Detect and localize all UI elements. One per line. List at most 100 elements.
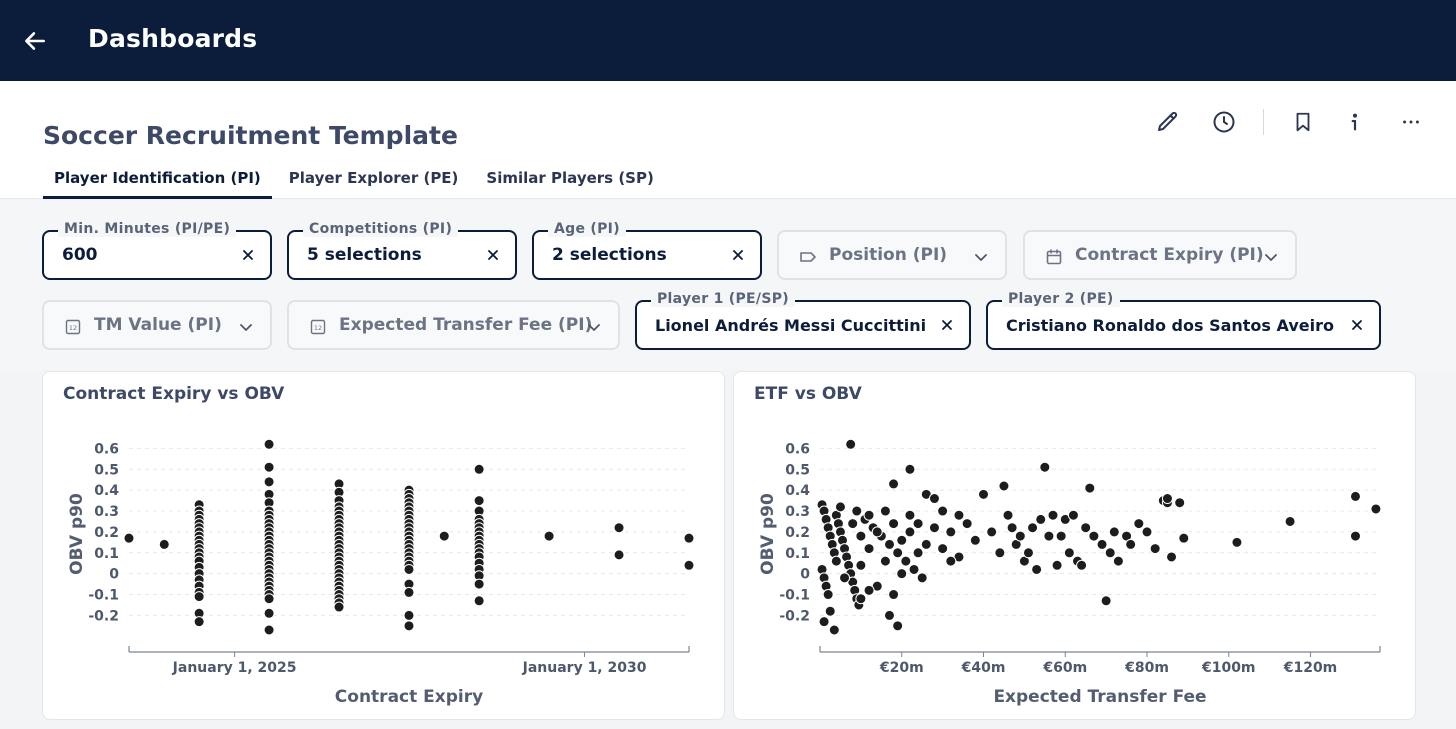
scatter-point[interactable] [888,478,900,490]
scatter-point[interactable] [1063,547,1075,559]
scatter-point[interactable] [1076,559,1088,571]
scatter-point[interactable] [1084,482,1096,494]
scatter-point[interactable] [1088,530,1100,542]
scatter-point[interactable] [403,563,415,575]
scatter-point[interactable] [473,495,485,507]
scatter-point[interactable] [1141,526,1153,538]
scatter-point[interactable] [883,538,895,550]
info-button[interactable] [1338,105,1372,139]
more-button[interactable] [1394,105,1428,139]
scatter-point[interactable] [193,616,205,628]
scatter-point[interactable] [969,534,981,546]
scatter-point[interactable] [1035,513,1047,525]
scatter-point[interactable] [904,463,916,475]
scatter-point[interactable] [879,505,891,517]
scatter-point[interactable] [263,593,275,605]
scatter-point[interactable] [403,609,415,621]
scatter-point[interactable] [1370,503,1382,515]
scatter-point[interactable] [1080,522,1092,534]
scatter-point[interactable] [822,589,834,601]
scatter-point[interactable] [1067,509,1079,521]
scatter-point[interactable] [855,530,867,542]
scatter-point[interactable] [1231,536,1243,548]
scatter-point[interactable] [613,522,625,534]
scatter-point[interactable] [1178,532,1190,544]
close-icon[interactable] [730,247,746,263]
close-icon[interactable] [1349,317,1365,333]
back-button[interactable] [20,26,50,56]
scatter-point[interactable] [834,501,846,513]
scatter-point[interactable] [1125,538,1137,550]
scatter-point[interactable] [263,607,275,619]
scatter-point[interactable] [683,532,695,544]
scatter-point[interactable] [543,530,555,542]
scatter-point[interactable] [937,505,949,517]
scatter-point[interactable] [613,549,625,561]
scatter-point[interactable] [888,589,900,601]
filter-expected-transfer-fee[interactable]: 12 Expected Transfer Fee (PI) [287,300,620,350]
scatter-point[interactable] [263,476,275,488]
scatter-point[interactable] [1349,490,1361,502]
scatter-point[interactable] [1174,497,1186,509]
scatter-point[interactable] [473,578,485,590]
scatter-point[interactable] [978,488,990,500]
scatter-point[interactable] [683,559,695,571]
scatter-point[interactable] [1104,547,1116,559]
scatter-point[interactable] [1047,509,1059,521]
scatter-point[interactable] [1100,595,1112,607]
scatter-point[interactable] [937,543,949,555]
scatter-point[interactable] [839,572,851,584]
scatter-point[interactable] [1161,493,1173,505]
filter-position[interactable]: Position (PI) [777,230,1007,280]
scatter-point[interactable] [851,505,863,517]
scatter-point[interactable] [438,530,450,542]
scatter-point[interactable] [828,624,840,636]
scatter-point[interactable] [1055,530,1067,542]
scatter-point[interactable] [1031,563,1043,575]
scatter-point[interactable] [1051,559,1063,571]
scatter-point[interactable] [403,586,415,598]
tab-similar-players[interactable]: Similar Players (SP) [486,169,654,187]
scatter-point[interactable] [998,480,1010,492]
scatter-point[interactable] [1039,461,1051,473]
scatter-point[interactable] [1149,543,1161,555]
history-button[interactable] [1207,105,1241,139]
scatter-point[interactable] [1014,530,1026,542]
scatter-point[interactable] [1027,522,1039,534]
scatter-point[interactable] [123,532,135,544]
close-icon[interactable] [485,247,501,263]
scatter-point[interactable] [883,609,895,621]
close-icon[interactable] [240,247,256,263]
scatter-point[interactable] [855,559,867,571]
scatter-point[interactable] [912,547,924,559]
filter-competitions[interactable]: Competitions (PI) 5 selections [287,221,517,280]
scatter-point[interactable] [994,547,1006,559]
scatter-point[interactable] [945,526,957,538]
scatter-point[interactable] [916,572,928,584]
scatter-point[interactable] [871,526,883,538]
scatter-point[interactable] [892,547,904,559]
scatter-point[interactable] [908,563,920,575]
tab-player-explorer[interactable]: Player Explorer (PE) [288,169,459,187]
scatter-point[interactable] [1006,522,1018,534]
scatter-point[interactable] [1133,518,1145,530]
scatter-point[interactable] [1349,530,1361,542]
scatter-point[interactable] [333,601,345,613]
scatter-point[interactable] [892,620,904,632]
filter-min-minutes[interactable]: Min. Minutes (PI/PE) 600 [42,221,272,280]
filter-contract-expiry[interactable]: Contract Expiry (PI) [1023,230,1297,280]
bookmark-button[interactable] [1286,105,1320,139]
scatter-point[interactable] [986,526,998,538]
filter-player-2[interactable]: Player 2 (PE) Cristiano Ronaldo dos Sant… [986,291,1381,350]
tab-player-identification[interactable]: Player Identification (PI) [43,167,272,199]
scatter-point[interactable] [912,518,924,530]
scatter-point[interactable] [845,438,857,450]
scatter-point[interactable] [928,493,940,505]
scatter-point[interactable] [863,509,875,521]
edit-button[interactable] [1151,105,1185,139]
scatter-point[interactable] [263,461,275,473]
scatter-point[interactable] [896,534,908,546]
scatter-point[interactable] [900,555,912,567]
scatter-point[interactable] [193,591,205,603]
filter-age[interactable]: Age (PI) 2 selections [532,221,762,280]
